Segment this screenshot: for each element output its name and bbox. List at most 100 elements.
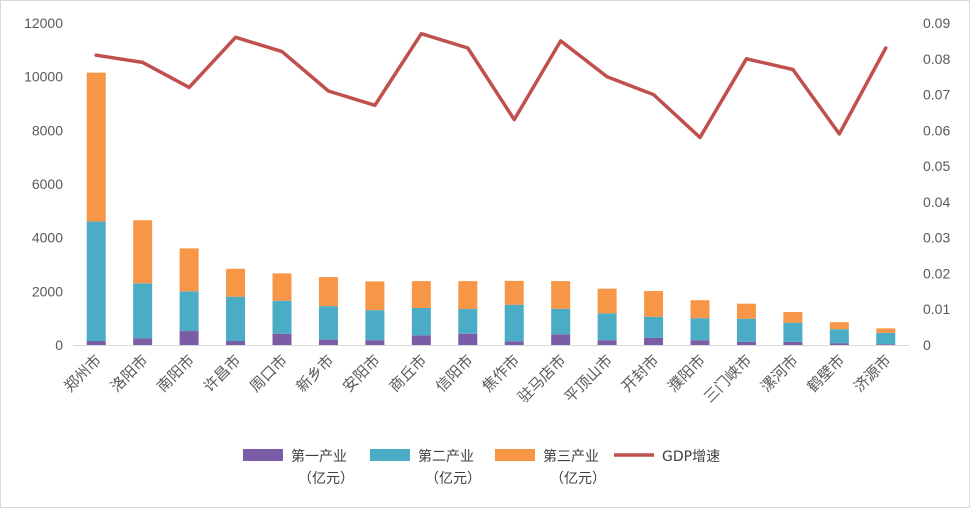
- bar-segment-series-1: [876, 344, 896, 345]
- legend-label: 第三产业: [543, 448, 599, 465]
- bar-segment-series-3: [411, 281, 431, 308]
- bar-segment-series-2: [690, 318, 710, 341]
- bar-segment-series-1: [690, 340, 710, 345]
- bar-segment-series-3: [829, 322, 849, 330]
- bar-segment-series-1: [783, 341, 803, 345]
- bar-segment-series-1: [318, 339, 338, 345]
- x-category-label: 新乡市: [293, 351, 338, 396]
- y-right-tick-label: 0.04: [923, 194, 950, 210]
- x-category-label: 许昌市: [200, 351, 245, 396]
- x-category-label: 开封市: [618, 351, 663, 396]
- bar-segment-series-2: [644, 316, 664, 338]
- bar-segment-series-1: [226, 340, 246, 345]
- x-category-label: 周口市: [246, 351, 291, 396]
- bar-segment-series-2: [272, 300, 292, 334]
- x-category-label: 济源市: [850, 351, 895, 396]
- y-right-tick-label: 0.02: [923, 265, 950, 281]
- bar-segment-series-2: [551, 308, 571, 335]
- y-right-tick-label: 0: [923, 337, 931, 353]
- y-right-tick-label: 0.03: [923, 230, 950, 246]
- bar-segment-series-2: [736, 318, 756, 342]
- bar-segment-series-1: [829, 343, 849, 345]
- bar-segment-series-2: [458, 309, 478, 334]
- bar-segment-series-3: [365, 281, 385, 311]
- bar-segment-series-3: [597, 288, 617, 314]
- bar-segment-series-2: [783, 322, 803, 342]
- bar-segment-series-1: [179, 331, 199, 345]
- x-category-label: 三门峡市: [700, 351, 755, 406]
- y-right-tick-label: 0.05: [923, 158, 950, 174]
- bar-segment-series-1: [365, 340, 385, 345]
- x-category-label: 洛阳市: [107, 351, 152, 396]
- legend-label: 第二产业: [418, 448, 474, 465]
- y-left-tick-label: 6000: [32, 176, 63, 192]
- bar-segment-series-1: [597, 340, 617, 345]
- legend-swatch: [243, 449, 283, 461]
- bar-segment-series-3: [736, 303, 756, 319]
- x-category-label: 焦作市: [478, 351, 523, 396]
- bar-segment-series-3: [86, 72, 106, 222]
- y-left-tick-label: 12000: [24, 15, 63, 31]
- x-category-label: 濮阳市: [664, 351, 709, 396]
- legend-swatch: [370, 449, 410, 461]
- bar-segment-series-1: [133, 338, 153, 345]
- bar-segment-series-3: [133, 220, 153, 284]
- bar-segment-series-1: [411, 335, 431, 345]
- legend-label-unit: （亿元）: [298, 471, 354, 487]
- y-left-tick-label: 4000: [32, 230, 63, 246]
- bar-segment-series-2: [411, 307, 431, 336]
- bar-segment-series-3: [551, 281, 571, 309]
- x-category-label: 鹤壁市: [804, 351, 849, 396]
- legend-label-unit: （亿元）: [425, 471, 481, 487]
- bar-segment-series-2: [133, 283, 153, 339]
- bar-segment-series-3: [690, 300, 710, 319]
- x-category-label: 驻马店市: [514, 351, 569, 406]
- bar-segment-series-3: [504, 280, 524, 305]
- gdp-growth-line: [94, 31, 888, 140]
- bar-segment-series-1: [504, 341, 524, 345]
- bar-segment-series-3: [318, 277, 338, 307]
- legend-label-unit: （亿元）: [550, 471, 606, 487]
- x-category-label: 信阳市: [432, 351, 477, 396]
- bar-segment-series-1: [736, 341, 756, 345]
- y-right-tick-label: 0.06: [923, 122, 950, 138]
- bar-segment-series-2: [876, 332, 896, 345]
- bar-segment-series-2: [179, 291, 199, 332]
- y-right-tick-label: 0.08: [923, 51, 950, 67]
- bar-segment-series-2: [86, 221, 106, 341]
- y-right-tick-label: 0.09: [923, 15, 950, 31]
- x-category-label: 商丘市: [386, 351, 431, 396]
- y-left-tick-label: 8000: [32, 122, 63, 138]
- y-left-tick-label: 2000: [32, 283, 63, 299]
- bar-segment-series-2: [365, 310, 385, 341]
- bar-segment-series-2: [318, 306, 338, 340]
- bar-segment-series-3: [458, 281, 478, 310]
- bar-segment-series-3: [783, 311, 803, 323]
- y-left-tick-label: 10000: [24, 69, 63, 85]
- bar-segment-series-3: [644, 291, 664, 317]
- bar-segment-series-2: [504, 304, 524, 342]
- bar-segment-series-1: [458, 333, 478, 345]
- y-right-tick-label: 0.01: [923, 301, 950, 317]
- x-category-label: 漯河市: [757, 351, 802, 396]
- bar-segment-series-1: [86, 340, 106, 345]
- y-right-tick-label: 0.07: [923, 87, 950, 103]
- bar-segment-series-2: [829, 329, 849, 344]
- bar-segment-series-1: [551, 334, 571, 345]
- bar-segment-series-3: [179, 248, 199, 292]
- bar-segment-series-1: [644, 337, 664, 345]
- x-category-label: 安阳市: [339, 351, 384, 396]
- legend-label: 第一产业: [291, 448, 347, 465]
- legend-swatch: [495, 449, 535, 461]
- x-category-label: 平顶山市: [561, 351, 616, 406]
- bar-segment-series-2: [226, 296, 246, 341]
- bar-segment-series-3: [876, 328, 896, 333]
- legend-label: GDP增速: [662, 449, 720, 465]
- bar-segment-series-3: [226, 268, 246, 297]
- y-left-tick-label: 0: [55, 337, 63, 353]
- bar-segment-series-1: [272, 333, 292, 345]
- bar-segment-series-3: [272, 273, 292, 301]
- x-category-label: 郑州市: [60, 351, 105, 396]
